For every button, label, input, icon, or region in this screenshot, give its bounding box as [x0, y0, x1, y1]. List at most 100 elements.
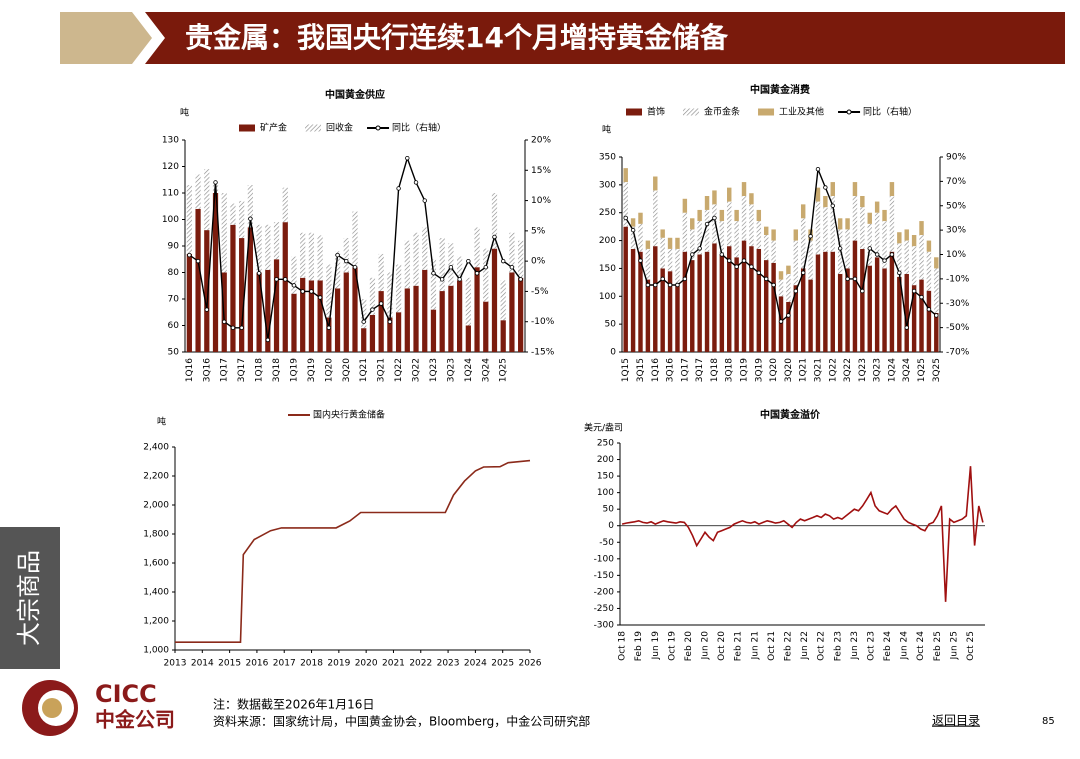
chart-title: 中国黄金消费: [750, 83, 810, 96]
legend-marker: [846, 109, 852, 115]
bar-segment: [815, 254, 821, 352]
bar-segment: [793, 240, 799, 286]
bar-segment: [623, 226, 628, 352]
bar-segment: [448, 243, 454, 286]
x-tick-label: Oct 20: [717, 631, 727, 661]
bar-segment: [800, 204, 806, 219]
bar-segment: [771, 262, 776, 352]
toc-link[interactable]: 返回目录: [932, 714, 980, 728]
line-marker: [370, 307, 375, 312]
y-tick-label: 2,200: [143, 472, 169, 482]
bar-segment: [786, 274, 791, 302]
bar-segment: [682, 198, 688, 213]
bar-segment: [326, 264, 332, 318]
bar-segment: [800, 218, 806, 269]
legend-swatch: [626, 108, 642, 116]
legend-swatch: [305, 124, 322, 132]
x-tick-label: Feb 20: [684, 631, 694, 662]
line-marker: [690, 252, 695, 257]
bar-segment: [712, 190, 717, 205]
x-tick-label: Oct 25: [966, 631, 976, 661]
legend-swatch: [758, 108, 775, 116]
x-tick-label: 1Q16: [651, 358, 661, 383]
bar-segment: [808, 240, 813, 280]
line-marker: [431, 271, 436, 276]
x-tick-label: 1Q23: [858, 358, 868, 382]
line-marker: [719, 252, 725, 257]
bar-segment: [867, 212, 872, 224]
x-tick-label: 2013: [164, 659, 187, 669]
footer-note: 注：数据截至2026年1月16日: [213, 697, 374, 712]
logo-cn: 中金公司: [95, 708, 175, 732]
bar-segment: [763, 235, 769, 261]
line-marker: [422, 198, 427, 203]
bar-segment: [897, 232, 902, 244]
bar-segment: [852, 182, 858, 196]
bar-segment: [704, 209, 710, 252]
legend-label: 同比（右轴）: [392, 122, 446, 134]
bar-segment: [778, 279, 784, 297]
line-marker: [845, 276, 850, 282]
bar-segment: [867, 265, 872, 352]
line-marker: [682, 276, 688, 282]
x-tick-label: 2022: [409, 659, 432, 669]
bar-segment: [786, 301, 791, 352]
bar-segment: [361, 299, 367, 329]
x-tick-label: 2026: [519, 659, 542, 669]
bar-segment: [860, 196, 865, 208]
y2-tick-label: 70%: [946, 177, 966, 187]
x-tick-label: Jun 20: [701, 631, 711, 661]
bar-segment: [793, 285, 799, 352]
x-tick-label: 1Q24: [464, 358, 474, 383]
x-tick-label: Oct 21: [767, 631, 777, 661]
x-tick-label: 1Q15: [621, 358, 631, 382]
x-tick-label: Oct 18: [618, 631, 628, 661]
y2-tick-label: 15%: [531, 166, 551, 176]
bar-segment: [439, 291, 445, 352]
bar-segment: [845, 218, 850, 230]
bar-segment: [690, 218, 695, 230]
bar-segment: [653, 176, 658, 191]
bar-segment: [300, 232, 306, 278]
bar-segment: [653, 246, 658, 352]
bar-segment: [239, 238, 245, 352]
bar-segment: [422, 269, 428, 352]
x-tick-label: 3Q20: [342, 358, 352, 383]
y-tick-label: 50: [603, 505, 615, 515]
logo-en: CICC: [95, 680, 157, 708]
bar-segment: [500, 320, 506, 352]
x-tick-label: 1Q25: [917, 358, 927, 382]
bar-segment: [282, 222, 288, 352]
y2-tick-label: 10%: [531, 196, 551, 206]
bar-segment: [771, 240, 776, 263]
x-tick-label: 1Q19: [740, 358, 750, 383]
bar-segment: [282, 187, 288, 223]
y-tick-label: 0: [610, 348, 616, 358]
x-tick-label: 1Q22: [394, 358, 404, 382]
bar-segment: [727, 246, 732, 352]
logo-core: [42, 698, 62, 718]
bar-segment: [823, 251, 828, 352]
bar-segment: [934, 257, 939, 269]
bar-segment: [919, 235, 924, 280]
bar-segment: [860, 248, 865, 352]
x-tick-label: Jun 19: [651, 631, 661, 661]
bar-segment: [413, 232, 419, 286]
line-marker: [630, 227, 636, 233]
bar-segment: [204, 169, 210, 231]
legend-label: 同比（右轴）: [863, 106, 917, 118]
line-marker: [919, 294, 924, 300]
bar-segment: [630, 248, 636, 352]
bar-segment: [645, 279, 651, 352]
bar-segment: [395, 312, 402, 352]
y-tick-label: 1,400: [143, 588, 169, 598]
line-marker: [222, 319, 227, 324]
y2-tick-label: 10%: [946, 250, 966, 260]
x-tick-label: 2020: [355, 659, 378, 669]
bar-segment: [719, 209, 725, 222]
line-marker: [361, 319, 366, 324]
x-tick-label: 3Q21: [377, 358, 387, 382]
bar-segment: [830, 196, 835, 252]
legend-label: 回收金: [326, 122, 353, 134]
